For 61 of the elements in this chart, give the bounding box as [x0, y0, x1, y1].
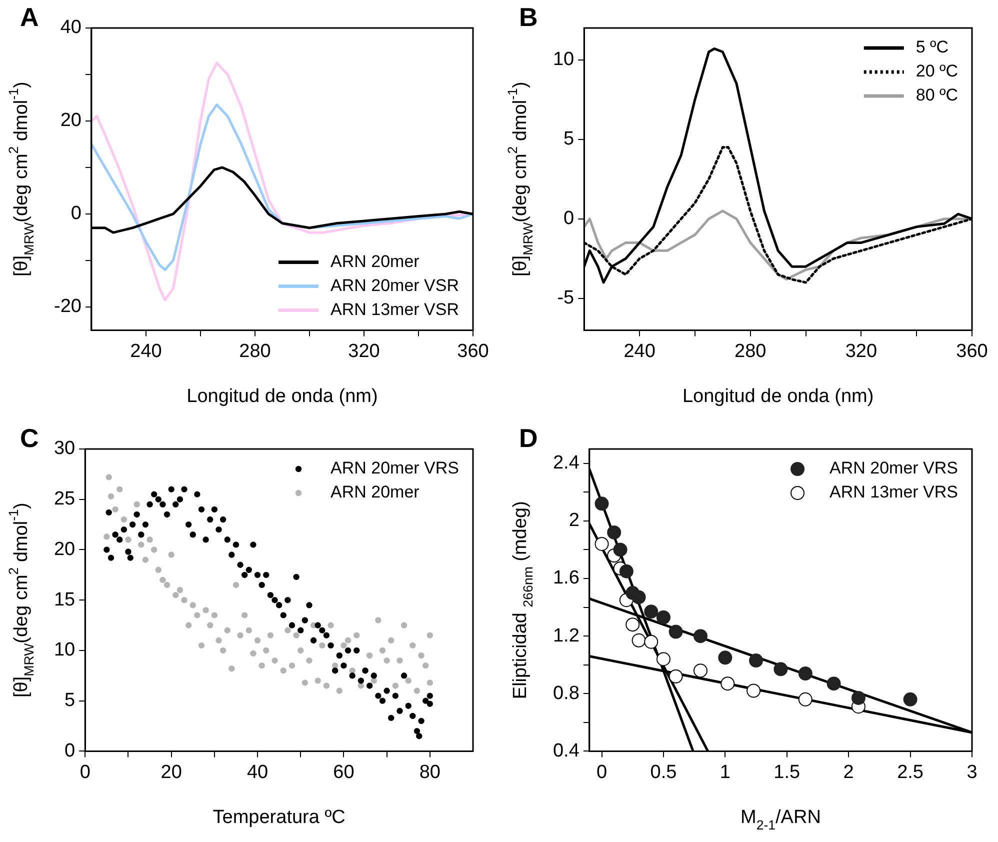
legend-label: ARN 13mer VRS — [830, 482, 958, 502]
x-tick-label: 360 — [457, 340, 489, 362]
y-tick-label: 20 — [60, 110, 82, 132]
y-tick-label: 5 — [64, 690, 76, 712]
legend-label: 5 ºC — [916, 38, 949, 57]
legend-label: ARN 20mer — [330, 482, 420, 502]
y-tick-label: 0 — [70, 203, 82, 224]
x-axis-title: Longitud de onda (nm) — [186, 386, 378, 408]
x-tick-label: 2 — [843, 762, 854, 783]
x-tick-label: 40 — [246, 762, 268, 783]
y-tick-label: -20 — [54, 296, 82, 318]
y-tick-label: 0 — [564, 208, 574, 230]
x-axis-title: Longitud de onda (nm) — [682, 386, 874, 408]
chart-title: B — [519, 2, 538, 32]
legend-label: ARN 20mer — [330, 252, 420, 271]
x-tick-label: 320 — [348, 340, 380, 362]
x-tick-label: 80 — [419, 762, 440, 783]
x-tick-label: 3 — [966, 762, 978, 783]
y-tick-label: 2.4 — [552, 452, 580, 474]
x-axis-title: Temperatura ºC — [212, 807, 346, 828]
legend-label: 20 ºC — [916, 62, 958, 81]
y-tick-label: 5 — [564, 128, 574, 150]
y-tick-label: 2 — [568, 510, 580, 532]
chart-title: A — [20, 2, 39, 32]
legend-label: ARN 20mer VRS — [330, 458, 460, 478]
x-tick-label: 360 — [956, 340, 988, 362]
x-tick-label: 60 — [333, 762, 354, 783]
x-tick-label: 20 — [160, 762, 182, 783]
y-tick-label: 0.4 — [552, 740, 580, 762]
y-tick-label: 0.8 — [552, 682, 580, 704]
y-tick-label: 1.2 — [552, 625, 580, 646]
y-tick-label: 0 — [64, 740, 76, 762]
y-tick-label: 40 — [60, 17, 82, 38]
y-tick-label: 10 — [552, 49, 574, 70]
y-tick-label: 10 — [54, 640, 76, 661]
x-tick-label: 280 — [734, 340, 766, 362]
y-axis-title: [θ]MRW(deg cm2 dmol-1) — [6, 82, 36, 276]
y-tick-label: -5 — [557, 288, 574, 309]
legend-label: ARN 20mer VRS — [830, 458, 958, 478]
legend-label: 80 ºC — [916, 86, 958, 105]
x-tick-label: 240 — [130, 340, 162, 362]
y-tick-label: 30 — [54, 438, 76, 460]
x-tick-label: 1 — [720, 762, 730, 783]
chart-title: C — [20, 423, 39, 454]
x-tick-label: 280 — [239, 340, 271, 362]
y-axis-title: Elipticidad 266nm (mdeg) — [510, 501, 536, 700]
x-tick-label: 0.5 — [650, 762, 677, 783]
x-tick-label: 0 — [596, 762, 608, 783]
legend-label: ARN 13mer VSR — [330, 300, 460, 319]
x-tick-label: 320 — [845, 340, 878, 362]
y-tick-label: 20 — [54, 538, 76, 560]
y-tick-label: 15 — [54, 589, 76, 610]
legend-label: ARN 20mer VSR — [330, 276, 460, 295]
chart-title: D — [519, 423, 538, 454]
y-tick-label: 25 — [54, 488, 76, 510]
y-tick-label: 1.6 — [552, 568, 580, 589]
x-tick-label: 240 — [624, 340, 656, 362]
y-axis-title: [θ]MRW(deg cm2 dmol-1) — [6, 502, 36, 698]
x-tick-label: 1.5 — [774, 762, 800, 783]
y-axis-title: [θ]MRW(deg cm2 dmol-1) — [505, 82, 536, 276]
x-tick-label: 2.5 — [897, 762, 924, 783]
